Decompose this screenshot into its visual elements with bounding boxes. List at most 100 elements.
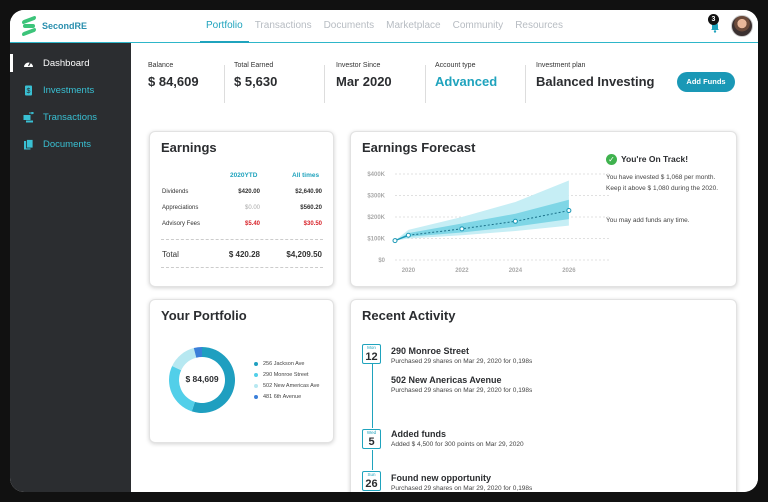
nav-documents[interactable]: Documents <box>323 20 375 31</box>
total-label: Total <box>162 250 179 259</box>
data-point <box>392 238 398 244</box>
legend-label: 256 Jackson Ave <box>263 361 305 367</box>
stat-label: Investment plan <box>536 62 586 69</box>
row-label: Appreciations <box>162 205 199 211</box>
earnings-card: Earnings 2020YTD All times Dividends $42… <box>149 131 334 287</box>
stat-value: Balanced Investing <box>536 74 655 89</box>
sidebar: Dashboard $ Investments Transactions Doc… <box>10 43 131 492</box>
date-month: Mon <box>367 345 376 350</box>
timeline-line <box>372 450 373 470</box>
status-title: You're On Track! <box>621 154 689 164</box>
transactions-icon <box>23 111 34 122</box>
legend-item: 290 Monroe Street <box>254 372 309 378</box>
data-point <box>512 218 518 224</box>
card-title: Your Portfolio <box>161 308 247 323</box>
sidebar-item-investments[interactable]: $ Investments <box>10 79 131 101</box>
activity-title[interactable]: Found new opportunity <box>391 473 491 483</box>
stat-balance: Balance $ 84,609 <box>148 62 199 89</box>
donut-slice <box>191 347 235 413</box>
divider <box>224 65 225 103</box>
portfolio-donut-chart <box>169 347 235 413</box>
x-tick-label: 2026 <box>562 268 576 274</box>
add-funds-button[interactable]: Add Funds <box>677 72 735 92</box>
stat-value: Advanced <box>435 74 498 89</box>
row-label: Dividends <box>162 189 189 195</box>
activity-subtitle: Purchased 29 shares on Mar 29, 2020 for … <box>391 485 533 492</box>
date-month: Wed <box>366 430 377 435</box>
x-tick-label: 2022 <box>455 268 469 274</box>
forecast-chart: $400K $300K $200K $100K $0 2020 2022 2024 2026 <box>367 172 609 274</box>
column-header: 2020YTD <box>230 172 258 179</box>
y-tick-label: $0 <box>378 258 385 264</box>
sidebar-item-label: Documents <box>43 138 92 150</box>
activity-subtitle: Purchased 29 shares on Mar 29, 2020 for … <box>391 387 533 394</box>
notification-badge: 3 <box>708 14 719 25</box>
divider <box>425 65 426 103</box>
cell-value: $560.20 <box>300 205 322 211</box>
top-bar: SecondRE Portfolio Transactions Document… <box>10 10 758 43</box>
date-badge: Mon 12 <box>362 344 381 364</box>
divider <box>161 267 323 268</box>
sidebar-item-label: Transactions <box>43 111 98 123</box>
forecast-band-inner <box>395 199 569 241</box>
legend-item: 256 Jackson Ave <box>254 361 304 367</box>
nav-marketplace[interactable]: Marketplace <box>386 20 441 31</box>
card-title: Earnings Forecast <box>362 140 476 155</box>
logo[interactable]: SecondRE <box>22 15 88 37</box>
card-title: Earnings <box>161 140 217 155</box>
activity-title[interactable]: 502 New Anericas Avenue <box>391 375 502 385</box>
nav-resources[interactable]: Resources <box>515 20 563 31</box>
activity-title[interactable]: 290 Monroe Street <box>391 346 470 356</box>
earnings-forecast-card: Earnings Forecast $400K $300K $200K $100K $0… <box>350 131 737 287</box>
cell-value: $5.40 <box>244 221 260 227</box>
stat-label: Investor Since <box>336 62 381 69</box>
sidebar-item-dashboard[interactable]: Dashboard <box>10 52 131 74</box>
divider <box>324 65 325 103</box>
stat-label: Total Earned <box>234 62 274 69</box>
stat-value: Mar 2020 <box>336 74 392 89</box>
cell-value: $30.50 <box>303 221 322 227</box>
nav-portfolio[interactable]: Portfolio <box>200 10 249 43</box>
nav-community[interactable]: Community <box>452 20 504 31</box>
avatar[interactable] <box>731 15 753 37</box>
stat-value: $ 5,630 <box>234 74 278 89</box>
nav-transactions[interactable]: Transactions <box>254 20 312 31</box>
donut-slice <box>172 348 197 371</box>
top-nav: Portfolio Transactions Documents Marketp… <box>200 10 569 43</box>
investments-icon: $ <box>25 85 32 95</box>
portfolio-card: Your Portfolio $ 84,609 256 Jackson Ave … <box>149 299 334 443</box>
donut-slice <box>169 365 195 412</box>
legend-item: 502 New Americas Ave <box>254 383 319 389</box>
stat-label: Account type <box>435 62 476 69</box>
series-line-forecast <box>408 210 569 236</box>
total-ytd: $ 420.28 <box>228 250 260 259</box>
data-point <box>405 232 411 238</box>
activity-title[interactable]: Added funds <box>391 429 446 439</box>
sidebar-item-transactions[interactable]: Transactions <box>10 106 131 128</box>
date-day: 12 <box>365 351 378 363</box>
app-name: SecondRE <box>42 21 88 31</box>
check-icon: ✓ <box>606 154 617 165</box>
stat-investment-plan: Investment plan Balanced Investing <box>536 62 654 89</box>
stat-value: $ 84,609 <box>148 74 199 89</box>
sidebar-item-documents[interactable]: Documents <box>10 133 131 155</box>
y-tick-label: $100K <box>367 237 385 243</box>
y-tick-label: $300K <box>367 194 385 200</box>
documents-icon <box>24 138 34 149</box>
sidebar-item-label: Investments <box>43 84 95 96</box>
divider <box>525 65 526 103</box>
divider <box>161 239 323 240</box>
data-point <box>566 208 572 214</box>
legend-label: 481 6th Avenue <box>263 394 302 400</box>
date-month: Sun <box>367 472 376 477</box>
recent-activity-card: Recent Activity Mon 12 290 Monroe Street… <box>350 299 737 492</box>
date-day: 26 <box>365 478 378 490</box>
card-title: Recent Activity <box>362 308 456 323</box>
dashboard-icon <box>24 61 33 67</box>
timeline-line <box>372 364 373 428</box>
legend-label: 290 Monroe Street <box>263 372 309 378</box>
legend-item: 481 6th Avenue <box>254 394 301 400</box>
legend-label: 502 New Americas Ave <box>263 383 320 389</box>
app-window: SecondRE Portfolio Transactions Document… <box>10 10 758 492</box>
activity-subtitle: Added $ 4,500 for 300 points on Mar 29, … <box>391 441 524 448</box>
